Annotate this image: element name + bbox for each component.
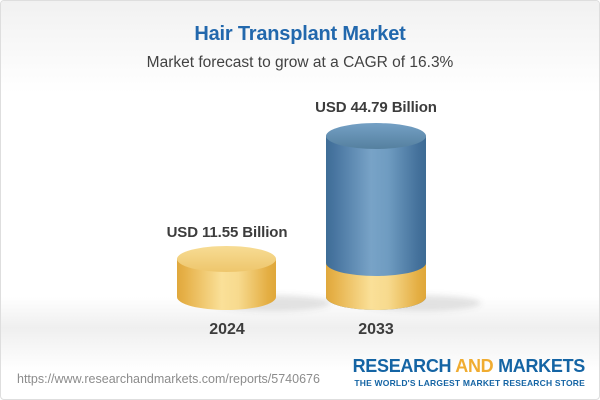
page-subtitle: Market forecast to grow at a CAGR of 16.… bbox=[146, 54, 454, 71]
report-url: https://www.researchandmarkets.com/repor… bbox=[17, 372, 320, 386]
category-label-2024: 2024 bbox=[209, 321, 245, 338]
research-and-markets-logo: RESEARCH AND MARKETS THE WORLD'S LARGEST… bbox=[352, 356, 586, 388]
page-title: Hair Transplant Market bbox=[194, 23, 406, 45]
header-background bbox=[1, 1, 599, 93]
logo-word-research: RESEARCH bbox=[352, 356, 452, 376]
logo-tagline: THE WORLD'S LARGEST MARKET RESEARCH STOR… bbox=[354, 377, 585, 388]
logo-word-markets: MARKETS bbox=[498, 356, 585, 376]
logo-word-and: AND bbox=[455, 356, 494, 376]
value-label-2033: USD 44.79 Billion bbox=[315, 99, 437, 116]
category-label-2033: 2033 bbox=[358, 321, 394, 338]
logo-wordmark: RESEARCH AND MARKETS bbox=[352, 356, 586, 377]
value-label-2024: USD 11.55 Billion bbox=[166, 224, 288, 241]
bar-2033 bbox=[326, 123, 426, 310]
